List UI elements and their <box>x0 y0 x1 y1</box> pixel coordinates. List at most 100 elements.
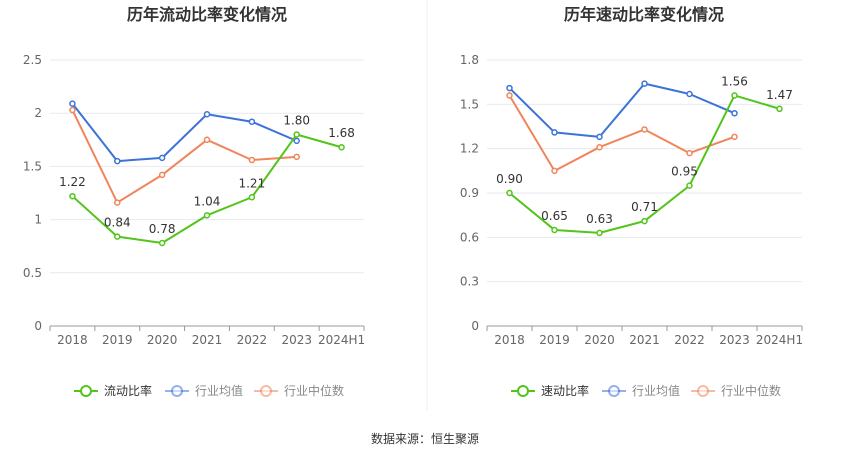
data-point-industry_median <box>114 199 121 206</box>
data-label: 0.65 <box>541 209 568 223</box>
y-tick-label: 2 <box>34 106 42 120</box>
data-point-industry_median <box>551 167 558 175</box>
y-tick-label: 2.5 <box>23 53 42 67</box>
y-tick-label: 0.5 <box>23 266 42 280</box>
data-label: 1.80 <box>283 113 310 127</box>
x-tick-label: 2024H1 <box>756 333 803 347</box>
y-tick-label: 1.5 <box>23 159 42 173</box>
data-point-industry_median <box>248 156 256 164</box>
legend-label: 行业中位数 <box>721 383 781 398</box>
data-point-company <box>69 192 76 200</box>
chart-title: 历年流动比率变化情况 <box>127 5 287 24</box>
y-tick-label: 1 <box>34 213 42 227</box>
legend-label: 流动比率 <box>104 383 152 398</box>
legend-marker <box>517 385 529 397</box>
y-tick-label: 0.3 <box>460 275 479 289</box>
data-point-industry_median <box>203 136 211 144</box>
data-point-company <box>776 105 783 113</box>
data-point-company <box>114 233 121 240</box>
data-point-industry_avg <box>69 100 76 107</box>
series-line-industry_median <box>508 94 735 172</box>
x-tick-label: 2022 <box>237 333 268 347</box>
data-point-industry_avg <box>506 84 513 92</box>
legend-item-industry_median: 行业中位数 <box>254 383 344 398</box>
data-point-industry_avg <box>248 118 256 125</box>
legend-item-industry_avg: 行业均值 <box>165 383 243 398</box>
legend-marker <box>697 385 709 397</box>
data-point-company <box>506 189 513 197</box>
data-point-industry_median <box>596 143 603 151</box>
legend-label: 行业均值 <box>195 383 243 398</box>
x-tick-label: 2021 <box>629 333 660 347</box>
legend-marker <box>260 385 272 397</box>
x-tick-label: 2024H1 <box>318 333 365 347</box>
x-tick-label: 2021 <box>192 333 223 347</box>
y-tick-label: 1.8 <box>460 53 479 67</box>
legend-marker <box>80 385 92 397</box>
data-source-footer: 数据来源：恒生聚源 <box>371 431 479 446</box>
data-point-industry_median <box>641 126 648 133</box>
data-point-industry_avg <box>596 133 603 141</box>
data-label: 0.84 <box>104 216 131 230</box>
x-tick-label: 2018 <box>57 333 88 347</box>
x-tick-label: 2023 <box>719 333 750 347</box>
y-tick-label: 0.9 <box>460 186 479 200</box>
legend-item-industry_median: 行业中位数 <box>691 383 781 398</box>
data-point-industry_median <box>686 149 693 157</box>
data-point-industry_avg <box>158 154 166 162</box>
y-tick-label: 1.2 <box>460 142 479 156</box>
data-point-industry_median <box>293 153 300 161</box>
data-label: 0.90 <box>496 172 523 186</box>
series-line-industry_avg <box>508 82 735 138</box>
legend-label: 速动比率 <box>541 383 589 398</box>
data-label: 1.47 <box>766 88 793 102</box>
x-tick-label: 2022 <box>674 333 705 347</box>
legend-item-company: 流动比率 <box>74 383 152 398</box>
data-point-company <box>338 143 345 151</box>
data-label: 1.04 <box>194 194 221 208</box>
y-tick-label: 1.5 <box>460 97 479 111</box>
x-tick-label: 2018 <box>494 333 525 347</box>
data-point-company <box>293 131 300 138</box>
data-point-company <box>731 92 738 99</box>
data-point-company <box>203 212 211 219</box>
data-label: 1.56 <box>721 74 748 88</box>
legend-item-company: 速动比率 <box>511 383 589 398</box>
x-tick-label: 2020 <box>584 333 615 347</box>
x-tick-label: 2019 <box>102 333 133 347</box>
data-point-industry_median <box>69 106 76 114</box>
data-label: 1.68 <box>328 126 355 140</box>
legend-label: 行业中位数 <box>284 383 344 398</box>
quick-ratio-chart: 历年速动比率变化情况 0 0.3 0.6 0.9 1.2 1.5 1.8 2018 2019 202… <box>460 5 803 398</box>
x-tick-label: 2023 <box>281 333 312 347</box>
data-label: 0.71 <box>631 200 658 214</box>
chart-title: 历年速动比率变化情况 <box>564 5 724 24</box>
data-point-industry_avg <box>686 90 693 98</box>
data-point-company <box>686 182 693 189</box>
legend-marker <box>171 385 183 397</box>
data-point-industry_median <box>506 92 513 99</box>
y-tick-label: 0 <box>34 319 42 333</box>
data-point-company <box>551 226 558 234</box>
data-point-industry_median <box>731 133 738 141</box>
data-point-industry_avg <box>551 129 558 136</box>
data-point-company <box>596 229 603 237</box>
data-label: 1.22 <box>59 175 86 189</box>
legend-label: 行业均值 <box>632 383 680 398</box>
y-tick-label: 0 <box>471 319 479 333</box>
data-point-industry_avg <box>293 137 300 145</box>
series-line-industry_avg <box>71 103 298 163</box>
series-line-industry_median <box>71 109 297 204</box>
x-tick-label: 2020 <box>147 333 178 347</box>
data-point-industry_avg <box>114 157 121 165</box>
legend-item-industry_avg: 行业均值 <box>602 383 680 398</box>
legend-marker <box>608 385 620 397</box>
x-tick-label: 2019 <box>539 333 570 347</box>
data-point-company <box>248 194 256 201</box>
data-label: 0.78 <box>149 222 176 236</box>
data-point-industry_avg <box>203 111 211 118</box>
data-label: 0.63 <box>586 212 613 226</box>
y-tick-label: 0.6 <box>460 230 479 244</box>
data-point-industry_avg <box>641 80 648 87</box>
